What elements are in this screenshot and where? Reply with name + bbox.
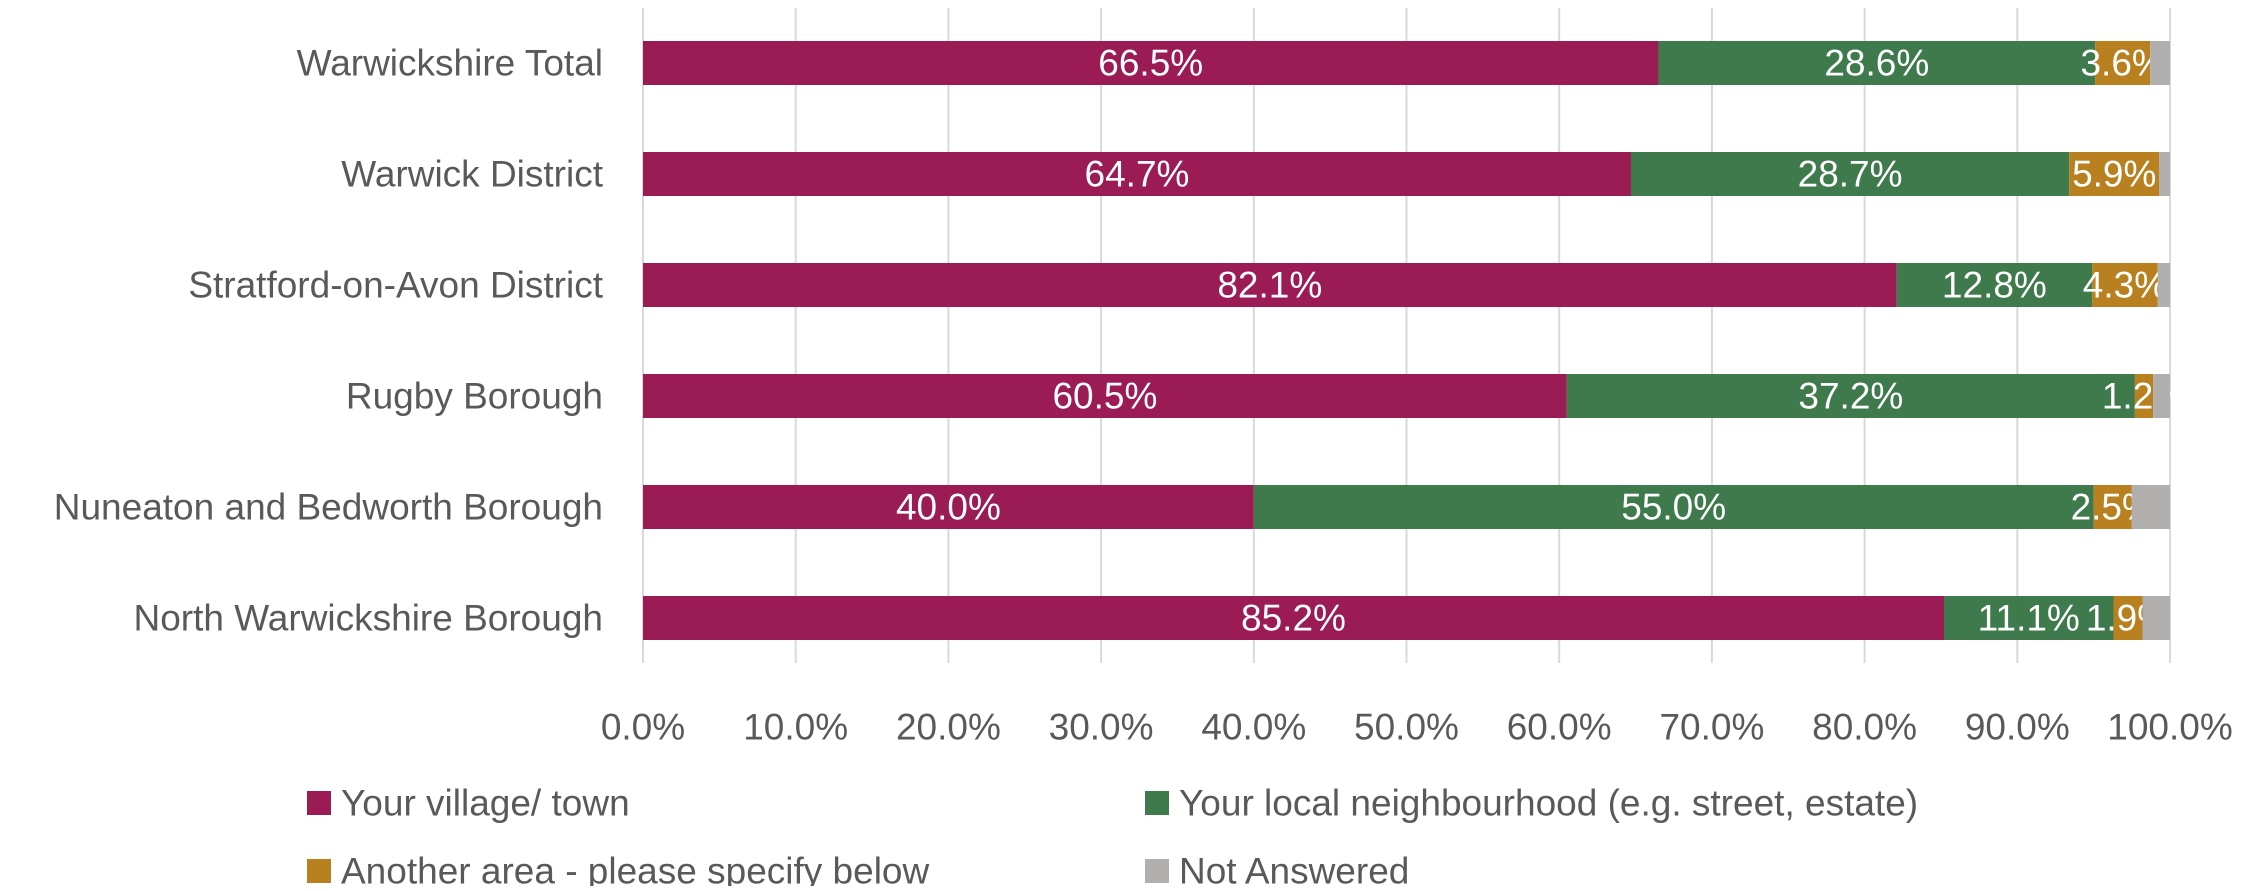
legend-label: Not Answered: [1179, 851, 1409, 887]
bar-segment: [2113, 596, 2143, 640]
bar-segment: [1658, 41, 2096, 85]
data-label: 5.9%: [2072, 154, 2156, 195]
data-label: 82.1%: [1217, 265, 1322, 306]
bar-segment: [2153, 374, 2170, 418]
x-tick-label: 20.0%: [896, 707, 1001, 748]
bar-segment: [2150, 41, 2170, 85]
x-tick-label: 10.0%: [743, 707, 848, 748]
bar-segment: [2142, 596, 2170, 640]
data-label: 28.6%: [1824, 43, 1929, 84]
x-tick-label: 40.0%: [1201, 707, 1306, 748]
category-label: North Warwickshire Borough: [133, 598, 603, 639]
category-label: Nuneaton and Bedworth Borough: [54, 487, 603, 528]
bar-segment: [643, 263, 1897, 307]
bar-segment: [1944, 596, 2114, 640]
bar-segment: [1253, 485, 2094, 529]
x-tick-label: 60.0%: [1507, 707, 1612, 748]
data-label: 64.7%: [1085, 154, 1190, 195]
bar-segment: [2157, 263, 2170, 307]
data-label: 37.2%: [1798, 376, 1903, 417]
bar-segment: [1566, 374, 2135, 418]
x-tick-label: 30.0%: [1049, 707, 1154, 748]
data-label: 40.0%: [896, 487, 1001, 528]
data-label: 1.2%: [2102, 376, 2186, 417]
data-label: 55.0%: [1621, 487, 1726, 528]
bar-segment: [643, 374, 1567, 418]
bar-segment: [643, 596, 1945, 640]
bar-segment: [643, 152, 1631, 196]
bar-segment: [2093, 485, 2132, 529]
data-label: 85.2%: [1241, 598, 1346, 639]
category-label: Warwickshire Total: [297, 43, 603, 84]
bar-segment: [2159, 152, 2170, 196]
bar-segment: [1896, 263, 2093, 307]
legend-label: Another area - please specify below: [341, 851, 930, 887]
legend-swatch: [307, 791, 331, 815]
category-label: Stratford-on-Avon District: [188, 265, 603, 306]
bar-segment: [1630, 152, 2070, 196]
category-label: Rugby Borough: [346, 376, 603, 417]
x-tick-label: 100.0%: [2107, 707, 2233, 748]
legend-swatch: [1145, 791, 1169, 815]
x-tick-label: 50.0%: [1354, 707, 1459, 748]
data-label: 60.5%: [1052, 376, 1157, 417]
x-tick-label: 90.0%: [1965, 707, 2070, 748]
x-tick-label: 0.0%: [601, 707, 685, 748]
legend-label: Your village/ town: [341, 783, 630, 824]
bar-segment: [2134, 374, 2154, 418]
bar-segment: [643, 41, 1659, 85]
bar-segment: [2092, 263, 2158, 307]
bar-segment: [2095, 41, 2151, 85]
bar-segment: [2131, 485, 2170, 529]
category-label: Warwick District: [341, 154, 603, 195]
x-tick-label: 70.0%: [1659, 707, 1764, 748]
legend-label: Your local neighbourhood (e.g. street, e…: [1179, 783, 1918, 824]
data-label: 28.7%: [1798, 154, 1903, 195]
legend-swatch: [1145, 859, 1169, 883]
data-label: 12.8%: [1942, 265, 2047, 306]
data-label: 11.1%: [1978, 598, 2080, 639]
bar-segment: [2069, 152, 2160, 196]
bar-segment: [643, 485, 1254, 529]
legend-swatch: [307, 859, 331, 883]
data-label: 4.3%: [2083, 265, 2167, 306]
data-label: 66.5%: [1098, 43, 1203, 84]
x-tick-label: 80.0%: [1812, 707, 1917, 748]
